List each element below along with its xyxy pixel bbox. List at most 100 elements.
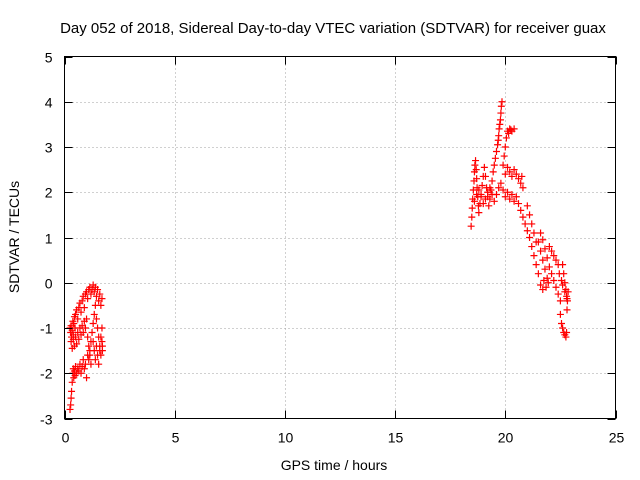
data-point [97, 333, 105, 341]
data-point [539, 236, 547, 244]
data-point [519, 213, 527, 221]
data-point [512, 170, 520, 178]
data-point [77, 369, 85, 377]
data-point [85, 342, 93, 350]
data-point [537, 247, 545, 255]
data-point [560, 270, 568, 278]
data-point [467, 222, 475, 230]
data-point [510, 166, 518, 174]
data-point [496, 120, 504, 128]
data-point [72, 310, 80, 318]
data-point [478, 181, 486, 189]
data-point [508, 191, 516, 199]
data-point [515, 200, 523, 208]
data-point [500, 152, 508, 160]
x-tick-label: 25 [609, 430, 625, 446]
data-point [91, 301, 99, 309]
y-tick-label: -1 [40, 321, 53, 337]
data-point [98, 324, 106, 332]
chart-title: Day 052 of 2018, Sidereal Day-to-day VTE… [60, 20, 606, 37]
data-point [95, 360, 103, 368]
data-point [490, 197, 498, 205]
data-point [521, 220, 529, 228]
data-point [473, 175, 481, 183]
data-point [550, 276, 558, 284]
data-point [495, 184, 503, 192]
data-point [75, 335, 83, 343]
data-point [488, 177, 496, 185]
x-tick-label: 10 [278, 430, 294, 446]
data-point [562, 333, 570, 341]
data-point [508, 172, 516, 180]
data-point [94, 351, 102, 359]
data-point [548, 270, 556, 278]
data-point [96, 347, 104, 355]
data-point [481, 172, 489, 180]
y-tick-label: 0 [45, 276, 53, 292]
data-point [537, 281, 545, 289]
data-point [563, 292, 571, 300]
y-tick-label: 5 [45, 50, 53, 66]
data-point [84, 333, 92, 341]
data-point [499, 186, 507, 194]
data-point [468, 213, 476, 221]
data-point [498, 98, 506, 106]
data-point [74, 315, 82, 323]
data-point [510, 125, 518, 133]
data-point [523, 227, 531, 235]
y-axis-label: SDTVAR / TECUs [6, 181, 22, 293]
data-point [88, 329, 96, 337]
data-point [67, 401, 75, 409]
data-point [559, 261, 567, 269]
data-point [494, 141, 502, 149]
data-point [563, 297, 571, 305]
data-point [556, 310, 564, 318]
data-point [519, 184, 527, 192]
y-tick-label: 2 [45, 185, 53, 201]
data-point [561, 279, 569, 287]
data-point [98, 342, 106, 350]
data-point [537, 229, 545, 237]
data-point [477, 193, 485, 201]
data-point [87, 360, 95, 368]
data-point [471, 161, 479, 169]
data-point [548, 247, 556, 255]
axis-ticks [64, 56, 617, 420]
data-point [502, 134, 510, 142]
data-point [545, 263, 553, 271]
data-point [484, 188, 492, 196]
data-point [84, 295, 92, 303]
data-point [495, 125, 503, 133]
x-tick-label: 5 [172, 430, 180, 446]
data-point [550, 252, 558, 260]
x-axis-label: GPS time / hours [281, 457, 388, 473]
data-point [504, 163, 512, 171]
data-point [480, 163, 488, 171]
data-point [80, 365, 88, 373]
data-point [552, 283, 560, 291]
data-point [505, 129, 513, 137]
x-tick-label: 0 [62, 430, 70, 446]
data-point [81, 324, 89, 332]
data-point [539, 256, 547, 264]
data-point [68, 378, 76, 386]
data-point [472, 166, 480, 174]
data-point [497, 179, 505, 187]
data-point [504, 188, 512, 196]
data-point [497, 109, 505, 117]
data-point [481, 195, 489, 203]
y-tick-label: 4 [45, 95, 53, 111]
data-point [485, 202, 493, 210]
data-point [545, 243, 553, 251]
data-point [530, 252, 538, 260]
data-point [517, 206, 525, 214]
data-point [92, 315, 100, 323]
data-point [526, 234, 534, 241]
data-point [523, 202, 531, 210]
data-point [83, 315, 91, 323]
data-point [534, 238, 542, 246]
grid-lines [64, 56, 616, 419]
data-point [486, 184, 494, 192]
data-point [541, 265, 549, 273]
